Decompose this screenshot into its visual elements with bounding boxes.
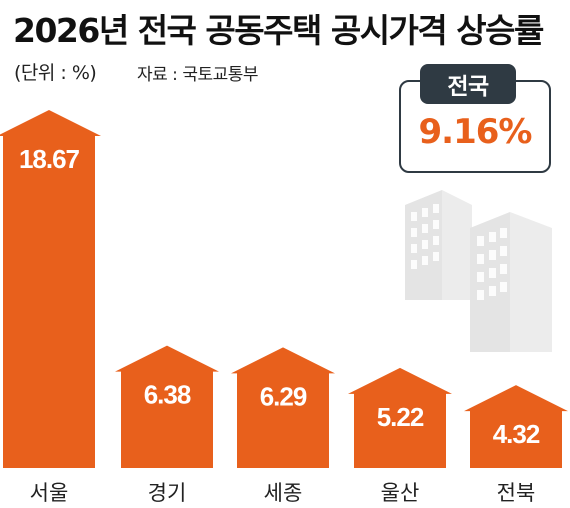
category-label-0: 서울: [30, 481, 69, 505]
title-accent-bar: [0, 4, 8, 48]
category-label-3: 울산: [381, 481, 420, 505]
value-label-3: 5.22: [377, 402, 424, 432]
value-label-4: 4.32: [493, 419, 540, 449]
bar-0: [0, 110, 101, 468]
bar-3: [348, 367, 452, 468]
national-value: 9.16%: [418, 112, 533, 152]
category-label-1: 경기: [148, 481, 187, 505]
value-label-1: 6.38: [144, 380, 191, 410]
unit-label: (단위 : %): [14, 62, 97, 84]
chart-title: 2026년 전국 공동주택 공시가격 상승률: [13, 11, 544, 50]
category-label-2: 세종: [264, 481, 303, 505]
source-label: 자료 : 국토교통부: [137, 65, 259, 85]
category-label-4: 전북: [497, 481, 536, 505]
bar-4: [464, 385, 568, 468]
bar-2: [231, 347, 335, 468]
value-label-0: 18.67: [19, 144, 80, 174]
national-label: 전국: [420, 64, 516, 104]
value-label-2: 6.29: [260, 381, 307, 411]
bar-1: [115, 345, 219, 468]
